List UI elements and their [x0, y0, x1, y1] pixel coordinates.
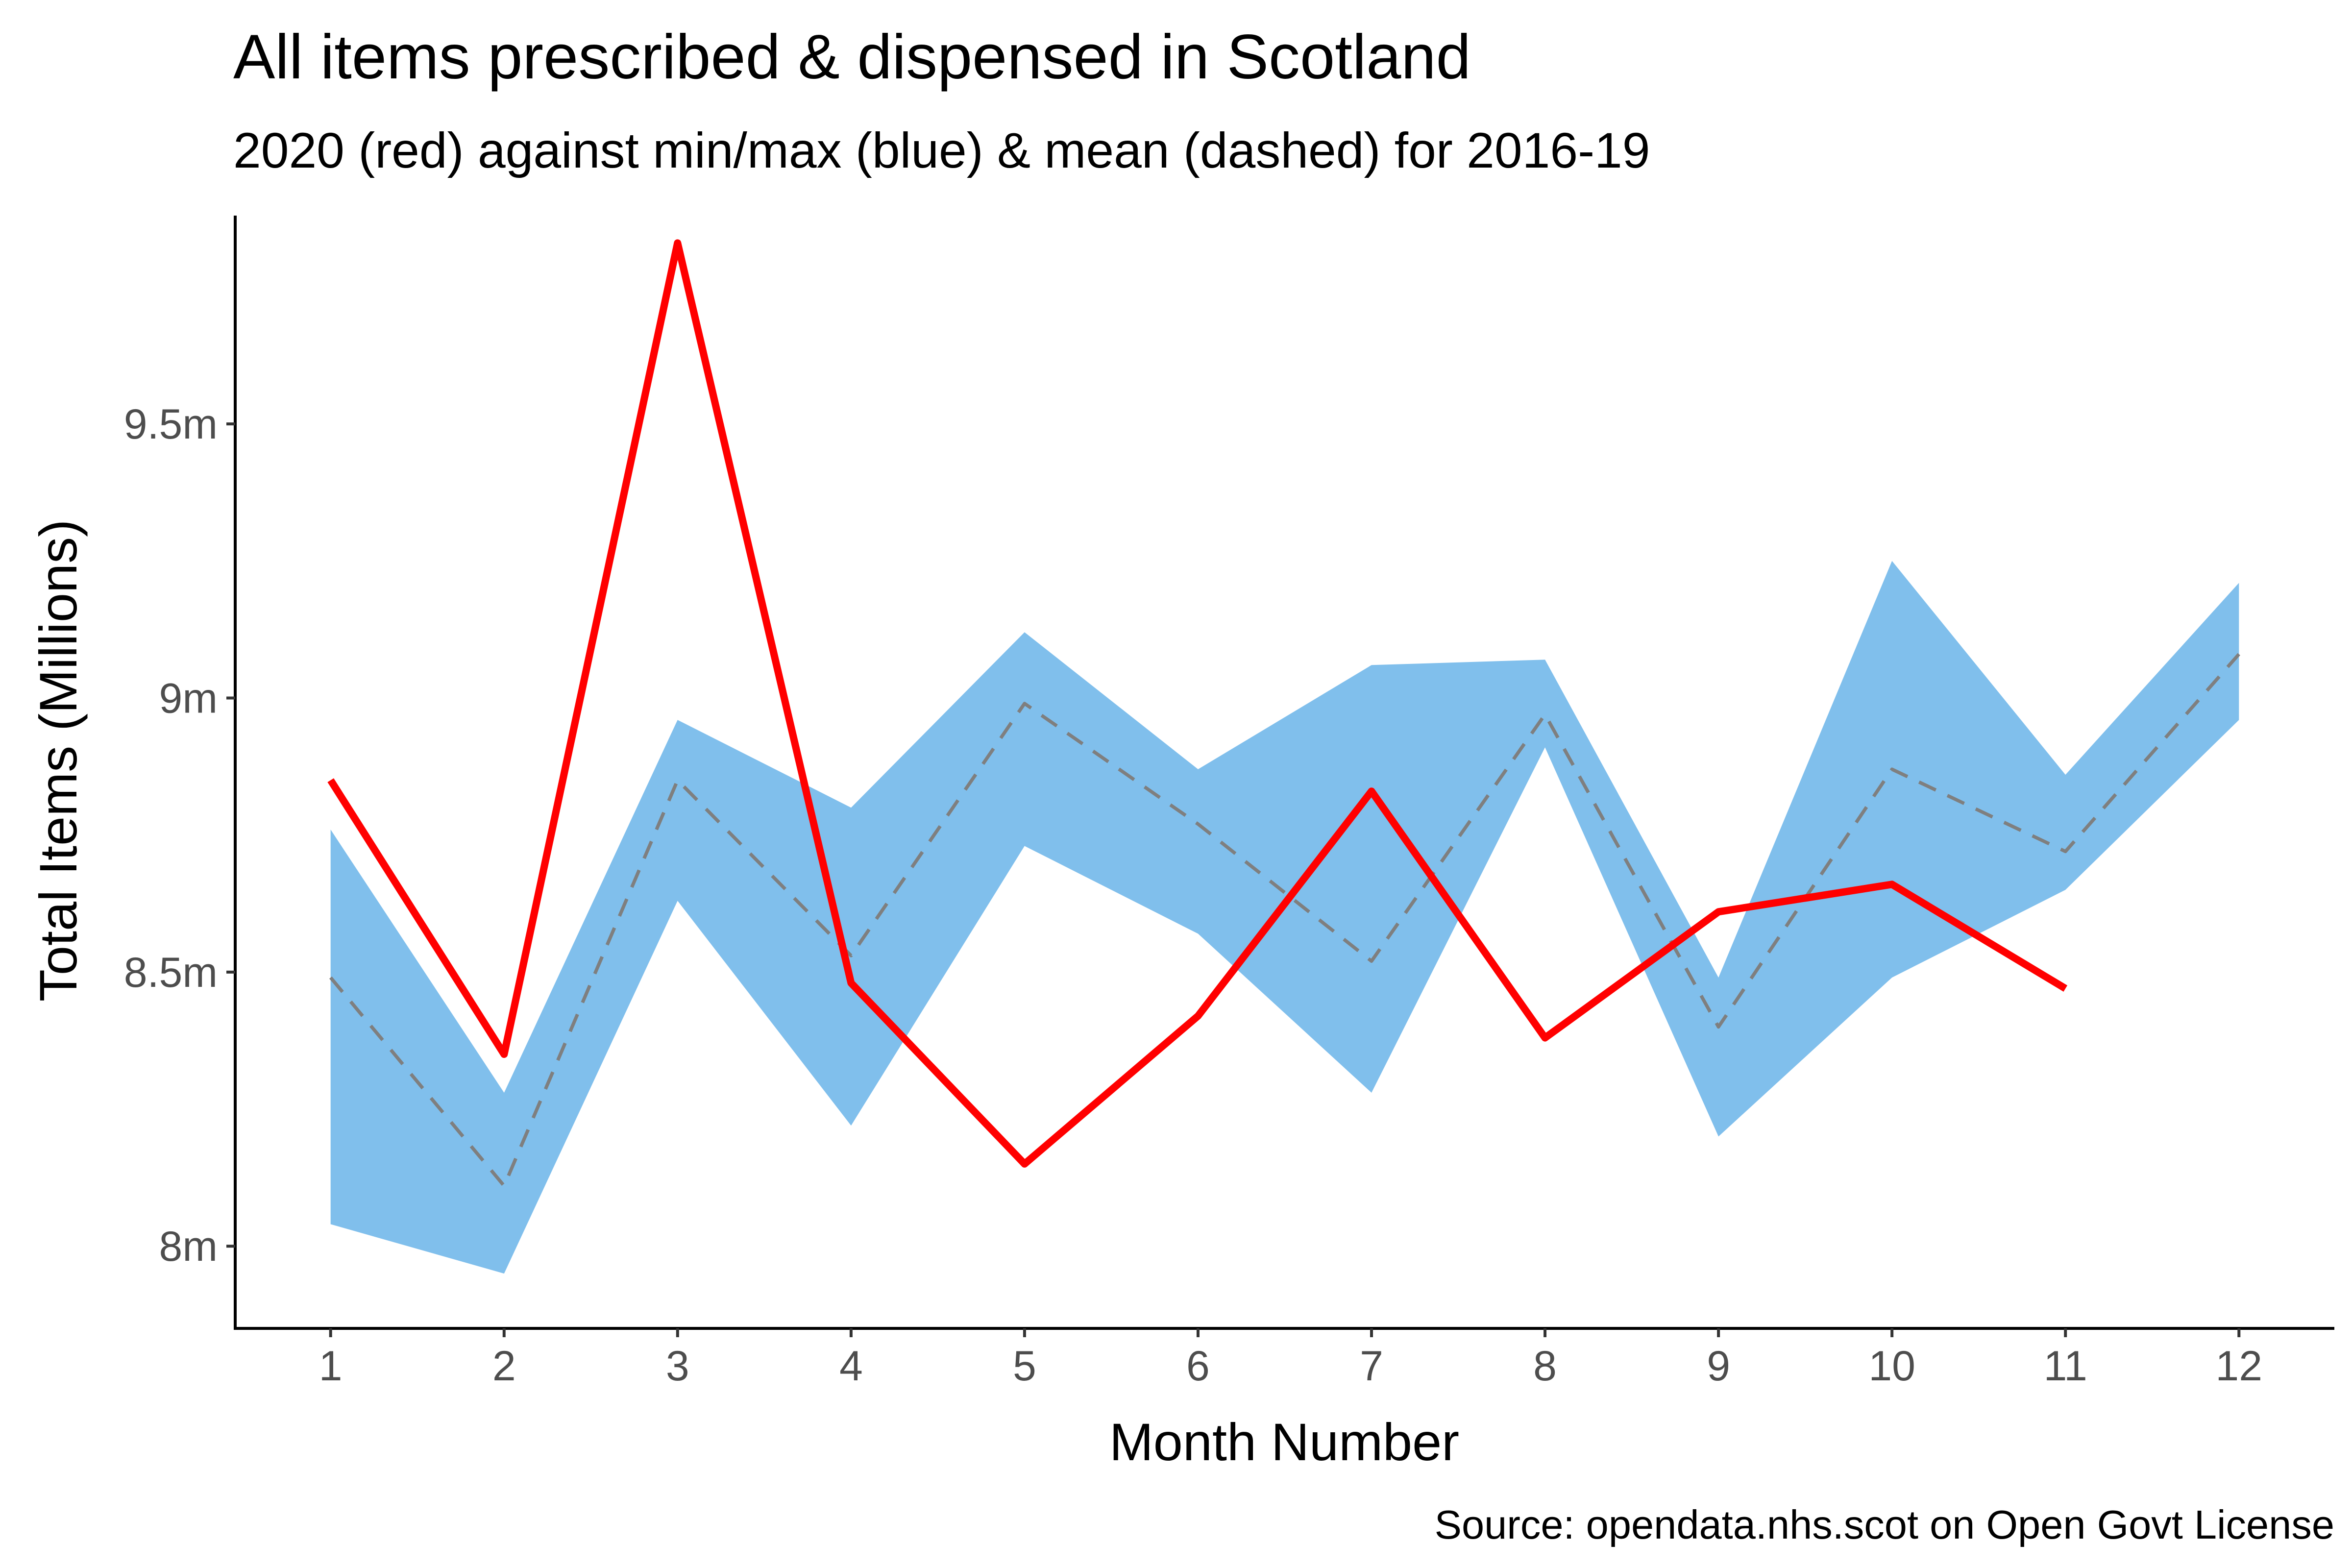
- y-axis-title: Total Items (Millions): [28, 519, 88, 1002]
- min-max-band: [330, 561, 2239, 1274]
- x-tick-label: 8: [1533, 1343, 1557, 1390]
- y-tick-label: 8m: [159, 1223, 218, 1270]
- x-tick-label: 10: [1868, 1343, 1915, 1390]
- x-axis-ticks: 1 2 3 4 5 6 7 8 9 10 11 12: [319, 1328, 2262, 1390]
- x-tick-label: 7: [1360, 1343, 1383, 1390]
- x-tick-label: 1: [319, 1343, 343, 1390]
- x-tick-label: 4: [839, 1343, 863, 1390]
- y-tick-label: 9.5m: [124, 401, 218, 448]
- x-tick-label: 12: [2215, 1343, 2262, 1390]
- year-2020-line: [327, 239, 2068, 1168]
- x-tick-label: 2: [492, 1343, 516, 1390]
- x-tick-label: 5: [1013, 1343, 1036, 1390]
- x-tick-label: 3: [666, 1343, 689, 1390]
- chart-subtitle: 2020 (red) against min/max (blue) & mean…: [233, 122, 1650, 178]
- x-tick-label: 11: [2044, 1343, 2087, 1390]
- y-tick-label: 8.5m: [124, 949, 218, 996]
- y-axis-ticks: 8m 8.5m 9m 9.5m: [124, 401, 235, 1270]
- chart-caption: Source: opendata.nhs.scot on Open Govt L…: [1435, 1502, 2334, 1547]
- x-tick-label: 6: [1186, 1343, 1210, 1390]
- chart-title: All items prescribed & dispensed in Scot…: [233, 22, 1471, 92]
- y-tick-label: 9m: [159, 675, 218, 722]
- x-tick-label: 9: [1707, 1343, 1730, 1390]
- x-axis-title: Month Number: [1109, 1412, 1459, 1471]
- plot-area: [327, 239, 2240, 1274]
- mean-2016-19-line: [329, 653, 2240, 1188]
